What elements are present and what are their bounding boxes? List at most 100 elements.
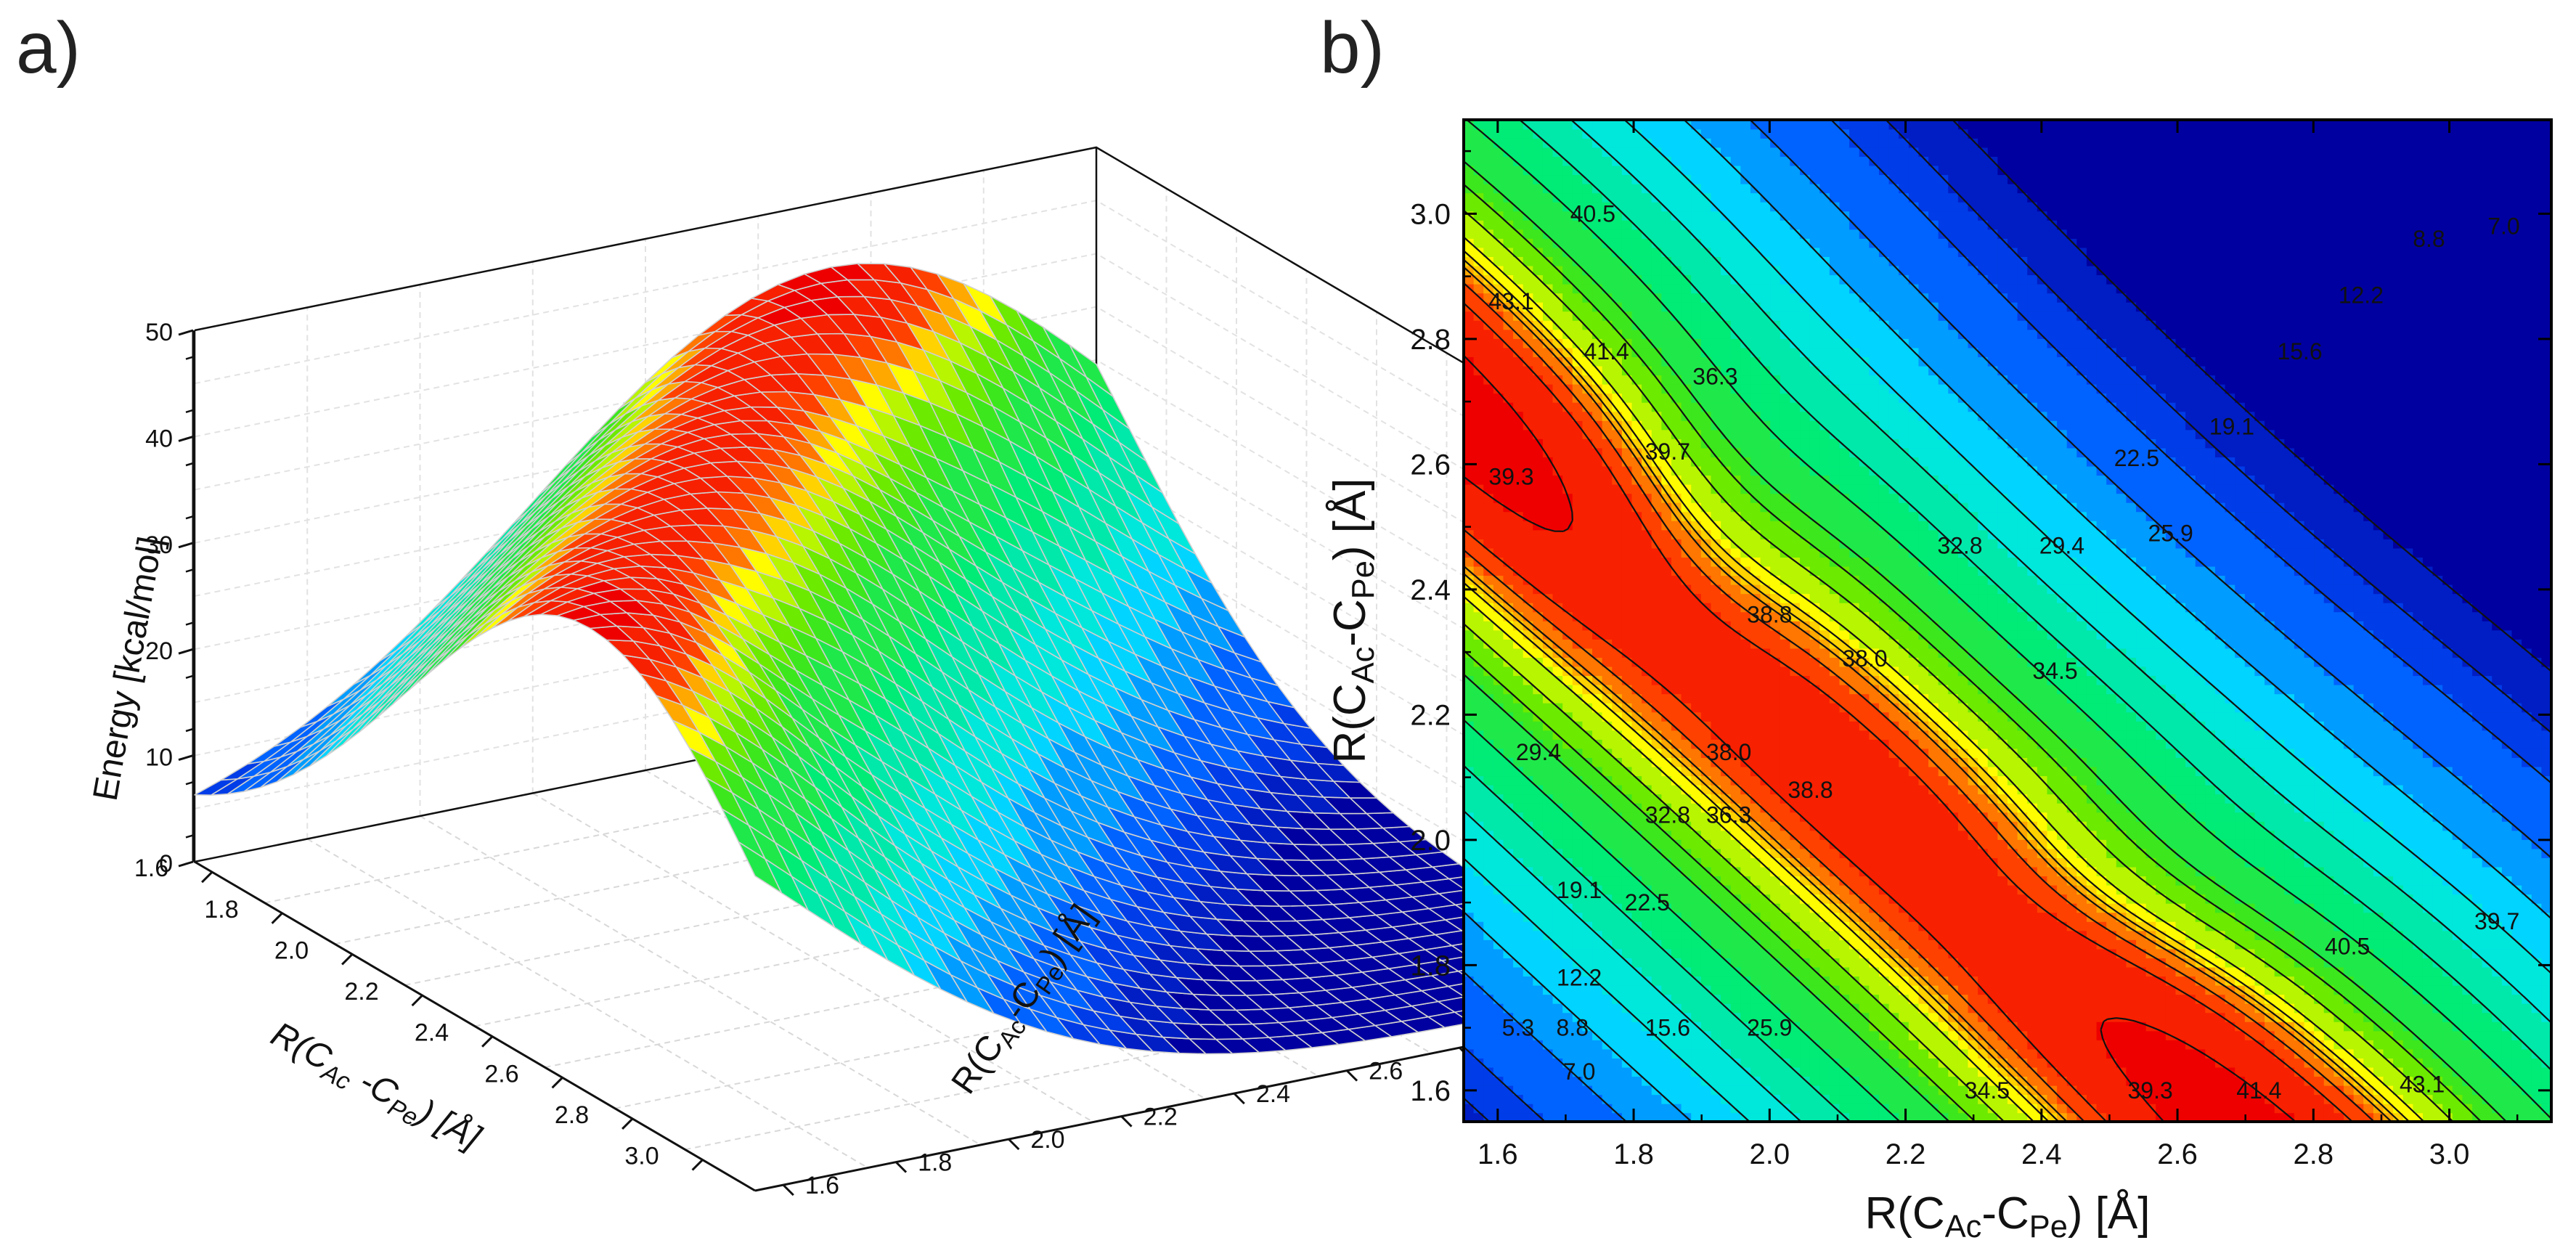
contour-cell xyxy=(1542,766,1554,777)
contour-cell xyxy=(1740,666,1751,677)
contour-cell xyxy=(1542,201,1554,212)
contour-cell xyxy=(1621,575,1633,585)
contour-cell xyxy=(1592,912,1603,922)
contour-cell xyxy=(1642,611,1652,621)
contour-cell xyxy=(1770,475,1781,485)
contour-cell xyxy=(1552,156,1563,166)
contour-cell xyxy=(1750,420,1761,431)
contour-cell xyxy=(1631,201,1642,212)
contour-cell xyxy=(1691,1058,1702,1068)
contour-cell xyxy=(1671,666,1682,677)
contour-cell xyxy=(1730,493,1742,503)
contour-cell xyxy=(1572,156,1583,166)
contour-cell xyxy=(1711,657,1721,667)
contour-cell xyxy=(1483,283,1494,294)
contour-cell xyxy=(1651,429,1663,439)
contour-cell xyxy=(1760,547,1771,558)
contour-cell xyxy=(1542,958,1554,968)
contour-cell xyxy=(1760,675,1771,685)
contour-cell xyxy=(1740,329,1751,339)
contour-cell xyxy=(1493,539,1504,549)
contour-cell xyxy=(1770,775,1781,786)
contour-cell xyxy=(1711,702,1721,713)
contour-cell xyxy=(1671,1048,1682,1059)
contour-cell xyxy=(1612,301,1623,312)
contour-cell xyxy=(1552,539,1563,549)
contour-cell xyxy=(1602,156,1613,166)
contour-cell xyxy=(1503,521,1514,531)
contour-cell xyxy=(1661,1067,1672,1077)
y-tick xyxy=(1233,1093,1245,1105)
contour-cell xyxy=(1790,748,1801,758)
contour-cell xyxy=(1681,894,1692,904)
contour-cell xyxy=(1770,174,1781,184)
contour-cell xyxy=(1473,393,1485,403)
contour-cell xyxy=(1691,1030,1702,1040)
contour-cell xyxy=(1612,320,1623,330)
contour-cell xyxy=(1621,1030,1633,1040)
contour-cell xyxy=(1691,1067,1702,1077)
contour-cell xyxy=(1681,156,1692,166)
contour-cell xyxy=(1750,493,1761,503)
x-tick-label: 2.0 xyxy=(274,937,309,964)
contour-cell xyxy=(1730,1030,1742,1040)
contour-cell xyxy=(1700,401,1712,412)
contour-cell xyxy=(1730,584,1742,595)
contour-cell xyxy=(1651,1058,1663,1068)
contour-cell xyxy=(1721,629,1732,640)
contour-cell xyxy=(1730,639,1742,649)
contour-cell xyxy=(1790,511,1801,521)
contour-cell xyxy=(1790,848,1801,858)
contour-cell xyxy=(1760,156,1771,166)
contour-cell xyxy=(1790,256,1801,266)
contour-cell xyxy=(1760,457,1771,467)
contour-cell xyxy=(1592,557,1603,567)
contour-cell xyxy=(1661,584,1672,595)
contour-cell xyxy=(1661,375,1672,385)
contour-cell xyxy=(1631,1012,1642,1022)
contour-cell xyxy=(1592,902,1603,913)
contour-cell xyxy=(1483,256,1494,266)
contour-cell xyxy=(1721,138,1732,148)
contour-cell xyxy=(1602,529,1613,539)
contour-cell xyxy=(1740,311,1751,321)
contour-cell xyxy=(1750,129,1761,139)
contour-cell xyxy=(1750,201,1761,212)
contour-cell xyxy=(1740,693,1751,704)
contour-cell xyxy=(1542,876,1554,886)
contour-cell xyxy=(1552,866,1563,877)
contour-cell xyxy=(1542,420,1554,431)
contour-cell xyxy=(1780,283,1791,294)
contour-cell xyxy=(1711,320,1721,330)
contour-cell xyxy=(1562,138,1573,148)
contour-cell xyxy=(1503,711,1514,722)
contour-cell xyxy=(1483,375,1494,385)
contour-cell xyxy=(1523,693,1534,704)
contour-cell xyxy=(1631,848,1642,858)
contour-cell xyxy=(1473,383,1485,394)
contour-cell xyxy=(1711,439,1721,449)
contour-cell xyxy=(1602,1058,1613,1068)
contour-cell xyxy=(1602,930,1613,940)
contour-cell xyxy=(1493,702,1504,713)
contour-cell xyxy=(1621,984,1633,995)
contour-cell xyxy=(1533,675,1544,685)
contour-cell xyxy=(1770,493,1781,503)
contour-cell xyxy=(1681,1103,1692,1114)
contour-cell xyxy=(1612,1021,1623,1032)
contour-cell xyxy=(1760,575,1771,585)
contour-cell xyxy=(1572,238,1583,248)
surface-3d-plot: 1.61.82.02.22.42.62.83.01.61.82.02.22.42… xyxy=(86,146,1658,1199)
contour-cell xyxy=(1592,639,1603,649)
contour-cell xyxy=(1493,721,1504,731)
contour-cell xyxy=(1513,356,1524,367)
contour-cell xyxy=(1740,648,1751,658)
y-tick xyxy=(1120,1115,1133,1127)
contour-cell xyxy=(1760,821,1771,831)
contour-cell xyxy=(1790,539,1801,549)
contour-cell xyxy=(1780,457,1791,467)
contour-cell xyxy=(1542,912,1554,922)
contour-cell xyxy=(1473,411,1485,421)
contour-cell xyxy=(1631,930,1642,940)
contour-cell xyxy=(1542,247,1554,257)
